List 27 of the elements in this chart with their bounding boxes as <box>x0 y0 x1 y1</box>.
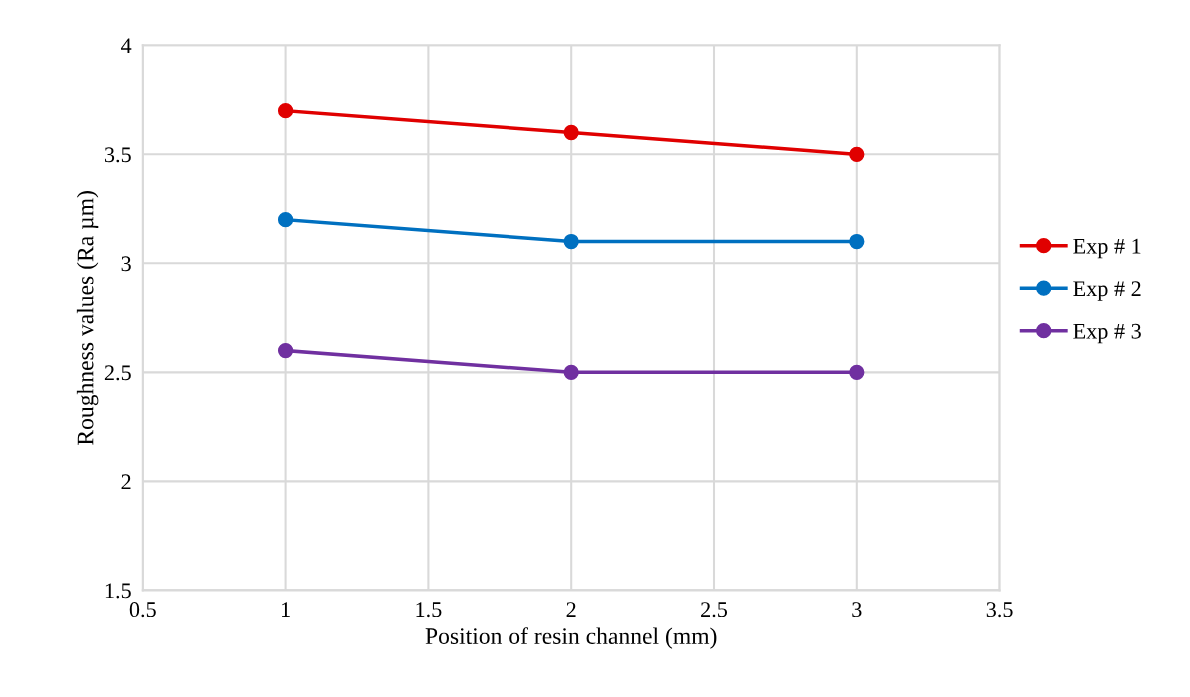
x-tick-label: 2.5 <box>701 602 728 618</box>
x-tick-label: 1.5 <box>416 602 442 618</box>
legend-label: Exp # 2 <box>1073 281 1141 301</box>
point <box>277 342 294 359</box>
x-tick-label: 2 <box>566 602 576 617</box>
y-axis-title: Roughness values (Ra µm) <box>76 191 99 445</box>
point <box>563 364 579 380</box>
point <box>277 103 294 119</box>
point <box>849 233 865 250</box>
y-tick-label: 2.5 <box>104 365 131 381</box>
x-axis-title: Position of resin channel (mm) <box>425 627 717 649</box>
x-tick-label: 0.5 <box>129 602 156 618</box>
y-tick-label: 4 <box>121 38 132 54</box>
legend-label: Exp # 3 <box>1073 323 1141 344</box>
point <box>563 124 579 141</box>
x-tick-label: 1 <box>282 602 290 617</box>
y-tick-label: 2 <box>121 474 131 490</box>
y-tick-label: 3.5 <box>104 147 131 163</box>
x-tick-label: 3 <box>852 602 862 618</box>
point <box>849 146 865 162</box>
x-tick-label: 3.5 <box>986 602 1013 618</box>
y-tick-label: 1.5 <box>105 583 131 599</box>
point <box>849 364 865 380</box>
point <box>563 233 579 250</box>
legend-label: Exp # 1 <box>1073 238 1141 259</box>
y-tick-label: 3 <box>121 256 131 272</box>
point <box>277 212 294 228</box>
